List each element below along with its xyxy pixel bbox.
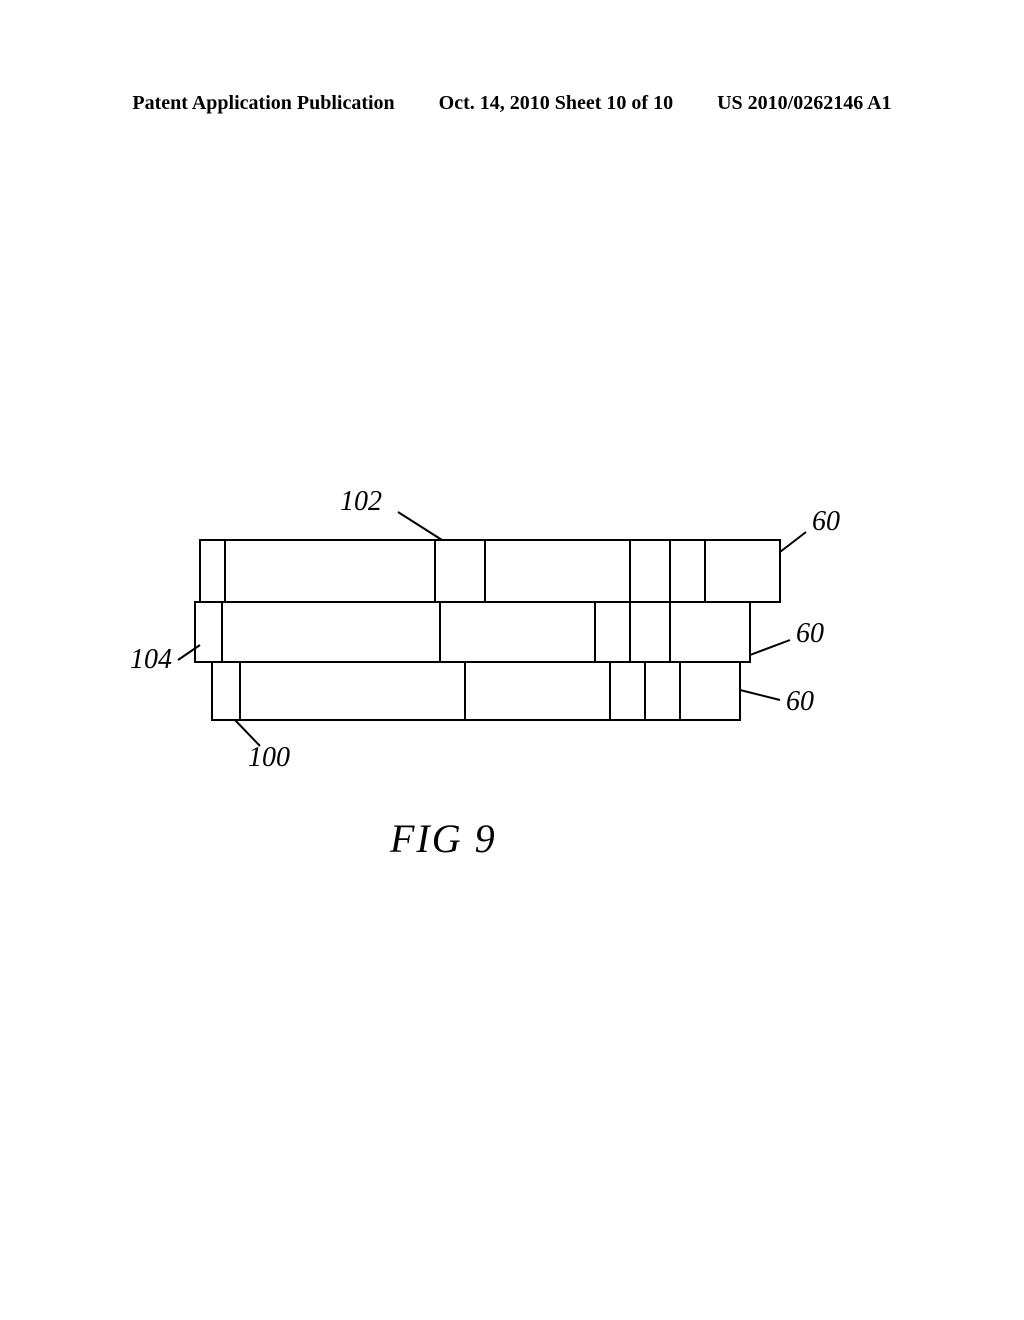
header-right: US 2010/0262146 A1: [717, 92, 891, 115]
ref-bottom_left: 100: [248, 742, 290, 773]
ref-top_left: 102: [340, 486, 382, 517]
ref-right_top: 60: [812, 506, 840, 537]
header-left: Patent Application Publication: [132, 92, 394, 115]
ref-right_bot: 60: [786, 686, 814, 717]
page-header: Patent Application Publication Oct. 14, …: [0, 92, 1024, 115]
figure-label: FIG 9: [390, 815, 497, 862]
header-center: Oct. 14, 2010 Sheet 10 of 10: [439, 92, 673, 115]
figure-svg: 102104100606060: [140, 490, 880, 790]
figure-9: 102104100606060: [140, 490, 880, 770]
ref-right_mid: 60: [796, 618, 824, 649]
ref-mid_left: 104: [130, 644, 172, 675]
page: Patent Application Publication Oct. 14, …: [0, 0, 1024, 1320]
